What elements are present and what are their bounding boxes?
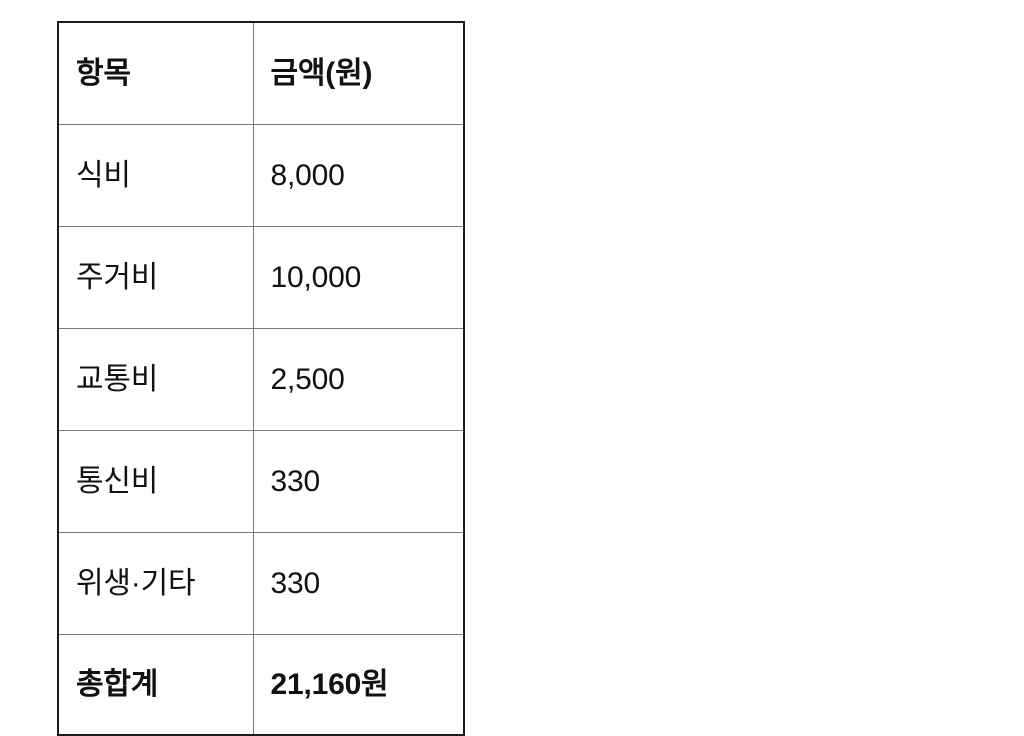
cell-item-name: 주거비 [57, 226, 254, 329]
table-row: 위생·기타 330 [57, 532, 465, 635]
cell-item-amount: 330 [252, 532, 465, 635]
table-body: 식비 8,000 주거비 10,000 교통비 2,500 통신비 330 위생… [57, 124, 465, 736]
cell-item-name: 교통비 [57, 328, 254, 431]
cost-breakdown-table: 항목 금액(원) 식비 8,000 주거비 10,000 교통비 2,500 [57, 21, 465, 736]
cell-item-name: 위생·기타 [57, 532, 254, 635]
cell-item-amount: 2,500 [252, 328, 465, 431]
table-header-row: 항목 금액(원) [57, 21, 465, 125]
cell-total-label: 총합계 [57, 634, 254, 736]
column-header-item: 항목 [57, 21, 254, 125]
table-header: 항목 금액(원) [57, 21, 465, 125]
cell-item-amount: 8,000 [252, 124, 465, 227]
cell-item-name: 통신비 [57, 430, 254, 533]
table-total-row: 총합계 21,160원 [57, 634, 465, 736]
cell-total-amount: 21,160원 [252, 634, 465, 736]
table-row: 주거비 10,000 [57, 226, 465, 329]
cell-item-amount: 10,000 [252, 226, 465, 329]
table-row: 통신비 330 [57, 430, 465, 533]
column-header-amount: 금액(원) [252, 21, 465, 125]
cell-item-name: 식비 [57, 124, 254, 227]
table-row: 식비 8,000 [57, 124, 465, 227]
cost-table-container: 항목 금액(원) 식비 8,000 주거비 10,000 교통비 2,500 [57, 21, 465, 736]
table-row: 교통비 2,500 [57, 328, 465, 431]
cell-item-amount: 330 [252, 430, 465, 533]
